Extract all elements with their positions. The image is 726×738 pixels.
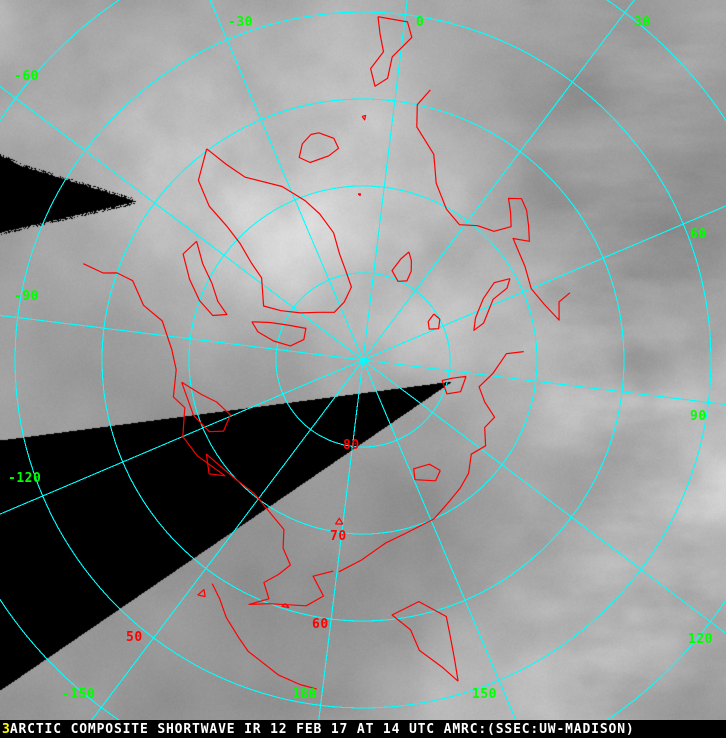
longitude-label: -120 [8, 471, 42, 486]
longitude-label: 120 [688, 632, 713, 647]
latitude-label: 70 [330, 529, 347, 544]
longitude-label: -30 [228, 15, 253, 30]
longitude-label: 150 [472, 687, 497, 702]
longitude-label: 90 [690, 409, 707, 424]
latitude-label: 80 [343, 438, 360, 453]
caption-text: ARCTIC COMPOSITE SHORTWAVE IR 12 FEB 17 … [9, 721, 635, 737]
longitude-label: -60 [14, 69, 39, 84]
longitude-label: 60 [690, 227, 707, 242]
latitude-label: 60 [312, 617, 329, 632]
longitude-label: 30 [634, 15, 651, 30]
longitude-label: 0 [416, 15, 425, 30]
caption-bar: 3 ARCTIC COMPOSITE SHORTWAVE IR 12 FEB 1… [0, 720, 726, 738]
latitude-label: 50 [126, 630, 143, 645]
longitude-label: -150 [62, 687, 96, 702]
caption-index: 3 [2, 721, 10, 737]
longitude-label: 180 [292, 687, 317, 702]
longitude-label: -90 [14, 289, 39, 304]
